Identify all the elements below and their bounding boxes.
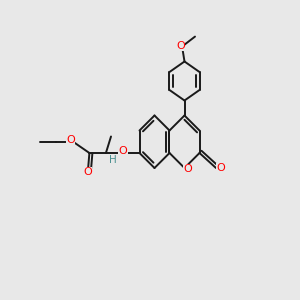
Text: O: O <box>184 164 193 175</box>
Text: O: O <box>66 135 75 145</box>
Text: O: O <box>176 41 185 51</box>
Text: O: O <box>216 163 225 173</box>
Text: O: O <box>118 146 127 156</box>
Text: H: H <box>109 154 116 165</box>
Text: O: O <box>83 167 92 177</box>
